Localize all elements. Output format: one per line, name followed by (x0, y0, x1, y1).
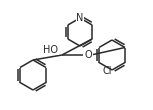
Text: N: N (76, 13, 84, 23)
Text: O: O (84, 50, 92, 60)
Text: Cl: Cl (102, 65, 112, 75)
Text: HO: HO (43, 45, 58, 55)
